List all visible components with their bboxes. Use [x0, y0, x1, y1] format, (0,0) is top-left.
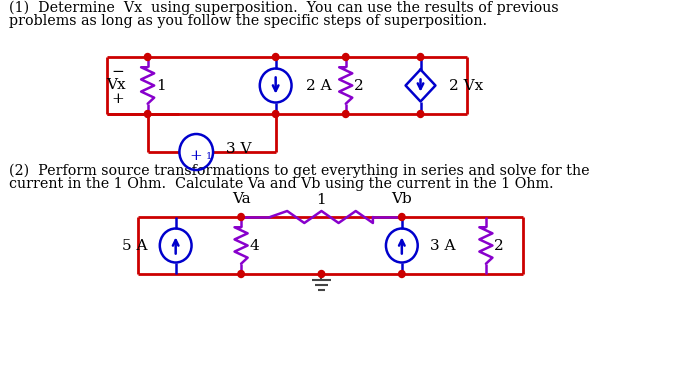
Text: 1: 1: [316, 193, 326, 207]
Text: (2)  Perform source transformations to get everything in series and solve for th: (2) Perform source transformations to ge…: [9, 164, 590, 179]
Text: −: −: [111, 64, 124, 78]
Circle shape: [144, 110, 151, 118]
Text: problems as long as you follow the specific steps of superposition.: problems as long as you follow the speci…: [9, 14, 487, 28]
Text: 3 A: 3 A: [430, 238, 456, 253]
Text: 1: 1: [206, 151, 212, 160]
Circle shape: [398, 214, 405, 221]
Circle shape: [272, 54, 279, 61]
Circle shape: [342, 54, 349, 61]
Circle shape: [398, 270, 405, 278]
Text: +: +: [111, 92, 124, 106]
Text: (1)  Determine  Vx  using superposition.  You can use the results of previous: (1) Determine Vx using superposition. Yo…: [9, 1, 559, 15]
Circle shape: [318, 270, 325, 278]
Text: Va: Va: [232, 192, 251, 206]
Text: 2: 2: [354, 78, 364, 93]
Text: 2: 2: [494, 238, 504, 253]
Text: Vb: Vb: [391, 192, 412, 206]
Text: 2 Vx: 2 Vx: [449, 78, 483, 93]
Text: 1: 1: [156, 78, 166, 93]
Circle shape: [272, 110, 279, 118]
Text: +: +: [189, 149, 202, 163]
Circle shape: [144, 54, 151, 61]
Text: 2 A: 2 A: [306, 78, 331, 93]
Text: 3 V: 3 V: [226, 142, 251, 156]
Text: current in the 1 Ohm.  Calculate Va and Vb using the current in the 1 Ohm.: current in the 1 Ohm. Calculate Va and V…: [9, 177, 554, 191]
Text: 5 A: 5 A: [122, 238, 148, 253]
Text: 4: 4: [249, 238, 259, 253]
Circle shape: [238, 214, 244, 221]
Circle shape: [238, 270, 244, 278]
Circle shape: [417, 110, 424, 118]
Text: Vx: Vx: [106, 77, 126, 92]
Circle shape: [417, 54, 424, 61]
Circle shape: [342, 110, 349, 118]
